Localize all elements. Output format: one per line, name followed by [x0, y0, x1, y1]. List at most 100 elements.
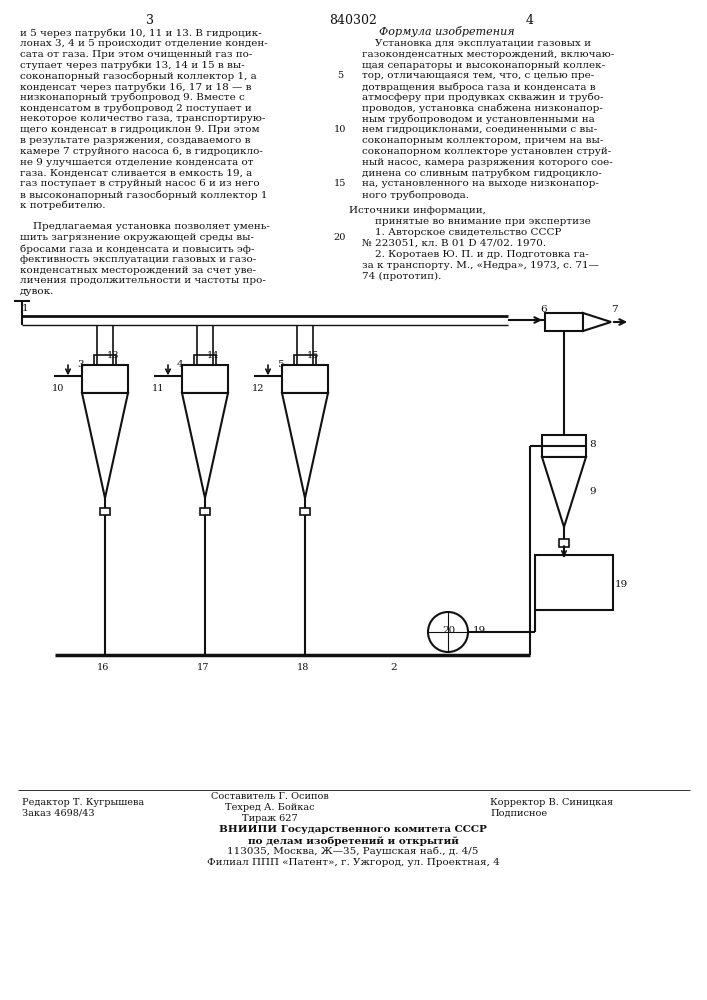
Text: 2: 2	[390, 663, 397, 672]
Text: 14: 14	[207, 351, 219, 360]
Text: 1: 1	[22, 304, 28, 313]
Text: 20: 20	[442, 626, 455, 635]
Text: Филиал ППП «Патент», г. Ужгород, ул. Проектная, 4: Филиал ППП «Патент», г. Ужгород, ул. Про…	[206, 858, 499, 867]
Text: к потребителю.: к потребителю.	[20, 201, 105, 210]
Text: нем гидроциклонами, соединенными с вы-: нем гидроциклонами, соединенными с вы-	[362, 125, 597, 134]
Text: Корректор В. Синицкая: Корректор В. Синицкая	[490, 798, 613, 807]
Text: ного трубопровода.: ного трубопровода.	[362, 190, 469, 200]
Text: в результате разряжения, создаваемого в: в результате разряжения, создаваемого в	[20, 136, 250, 145]
Text: Подписное: Подписное	[490, 809, 547, 818]
Text: Установка для эксплуатации газовых и: Установка для эксплуатации газовых и	[362, 39, 591, 48]
Text: некоторое количество газа, транспортирую-: некоторое количество газа, транспортирую…	[20, 114, 265, 123]
Text: 1. Авторское свидетельство СССР: 1. Авторское свидетельство СССР	[362, 228, 561, 237]
Text: 5: 5	[277, 360, 284, 369]
Text: лонах 3, 4 и 5 происходит отделение конден-: лонах 3, 4 и 5 происходит отделение конд…	[20, 39, 268, 48]
Text: 3: 3	[146, 14, 154, 27]
Polygon shape	[542, 457, 586, 527]
Bar	[100, 508, 110, 515]
Text: 4: 4	[526, 14, 534, 27]
Text: газа. Конденсат сливается в емкость 19, а: газа. Конденсат сливается в емкость 19, …	[20, 168, 252, 177]
Bar	[200, 508, 210, 515]
Text: 9: 9	[589, 487, 595, 496]
Text: Заказ 4698/43: Заказ 4698/43	[22, 809, 95, 818]
Text: 13: 13	[107, 351, 119, 360]
Text: Тираж 627: Тираж 627	[242, 814, 298, 823]
Text: тор, отличающаяся тем, что, с целью пре-: тор, отличающаяся тем, что, с целью пре-	[362, 71, 595, 80]
Polygon shape	[82, 393, 128, 498]
Text: камере 7 струйного насоса 6, в гидроцикло-: камере 7 струйного насоса 6, в гидроцикл…	[20, 147, 263, 156]
Text: 2. Коротаев Ю. П. и др. Подготовка га-: 2. Коротаев Ю. П. и др. Подготовка га-	[362, 250, 589, 259]
Text: Редактор Т. Кугрышева: Редактор Т. Кугрышева	[22, 798, 144, 807]
Text: 11: 11	[152, 384, 165, 393]
Bar	[559, 539, 569, 547]
Text: 16: 16	[97, 663, 110, 672]
Text: 3: 3	[77, 360, 83, 369]
Text: по делам изобретений и открытий: по делам изобретений и открытий	[247, 836, 458, 846]
Text: принятые во внимание при экспертизе: принятые во внимание при экспертизе	[362, 217, 591, 226]
Text: соконапорном коллекторе установлен струй-: соконапорном коллекторе установлен струй…	[362, 147, 612, 156]
Text: 8: 8	[589, 440, 595, 449]
Text: 113035, Москва, Ж—35, Раушская наб., д. 4/5: 113035, Москва, Ж—35, Раушская наб., д. …	[228, 847, 479, 856]
Text: в высоконапорный газосборный коллектор 1: в высоконапорный газосборный коллектор 1	[20, 190, 267, 200]
Text: конденсатом в трубопровод 2 поступает и: конденсатом в трубопровод 2 поступает и	[20, 104, 252, 113]
Text: соконапорный газосборный коллектор 1, а: соконапорный газосборный коллектор 1, а	[20, 71, 257, 81]
Text: 74 (прототип).: 74 (прототип).	[362, 272, 441, 281]
Text: 19: 19	[473, 626, 486, 635]
Text: за к транспорту. М., «Недра», 1973, с. 71—: за к транспорту. М., «Недра», 1973, с. 7…	[362, 261, 599, 270]
Text: Предлагаемая установка позволяет умень-: Предлагаемая установка позволяет умень-	[20, 222, 270, 231]
Text: бросами газа и конденсата и повысить эф-: бросами газа и конденсата и повысить эф-	[20, 244, 255, 253]
Text: дувок.: дувок.	[20, 287, 54, 296]
Text: на, установленного на выходе низконапор-: на, установленного на выходе низконапор-	[362, 179, 599, 188]
Text: Источники информации,: Источники информации,	[349, 206, 486, 215]
Text: фективность эксплуатации газовых и газо-: фективность эксплуатации газовых и газо-	[20, 255, 256, 264]
Bar	[300, 508, 310, 515]
Polygon shape	[282, 393, 328, 498]
Text: 20: 20	[334, 233, 346, 242]
Text: конденсатных месторождений за счет уве-: конденсатных месторождений за счет уве-	[20, 266, 256, 275]
Text: соконапорным коллектором, причем на вы-: соконапорным коллектором, причем на вы-	[362, 136, 603, 145]
Bar	[535, 555, 613, 610]
Polygon shape	[583, 313, 611, 331]
Text: 15: 15	[334, 179, 346, 188]
Bar	[542, 435, 586, 457]
Text: сата от газа. При этом очищенный газ по-: сата от газа. При этом очищенный газ по-	[20, 50, 252, 59]
Text: 4: 4	[177, 360, 184, 369]
Bar	[194, 355, 216, 365]
Text: 19: 19	[615, 580, 629, 589]
Text: щая сепараторы и высоконапорный коллек-: щая сепараторы и высоконапорный коллек-	[362, 61, 605, 70]
Text: 15: 15	[307, 351, 320, 360]
Text: ным трубопроводом и установленными на: ным трубопроводом и установленными на	[362, 115, 595, 124]
Text: динена со сливным патрубком гидроцикло-: динена со сливным патрубком гидроцикло-	[362, 169, 602, 178]
Text: 5: 5	[337, 71, 343, 80]
Text: ступает через патрубки 13, 14 и 15 в вы-: ступает через патрубки 13, 14 и 15 в вы-	[20, 60, 245, 70]
Bar	[82, 365, 128, 393]
Text: Техред А. Бойкас: Техред А. Бойкас	[226, 803, 315, 812]
Bar	[545, 313, 583, 331]
Text: и 5 через патрубки 10, 11 и 13. В гидроцик-: и 5 через патрубки 10, 11 и 13. В гидроц…	[20, 28, 262, 37]
Text: проводов, установка снабжена низконапор-: проводов, установка снабжена низконапор-	[362, 104, 603, 113]
Bar	[182, 365, 228, 393]
Text: 17: 17	[197, 663, 209, 672]
Text: 18: 18	[297, 663, 310, 672]
Text: 10: 10	[334, 125, 346, 134]
Bar	[94, 355, 116, 365]
Text: щего конденсат в гидроциклон 9. При этом: щего конденсат в гидроциклон 9. При этом	[20, 125, 259, 134]
Text: низконапорный трубопровод 9. Вместе с: низконапорный трубопровод 9. Вместе с	[20, 93, 245, 102]
Text: Формула изобретения: Формула изобретения	[379, 26, 515, 37]
Text: Составитель Г. Осипов: Составитель Г. Осипов	[211, 792, 329, 801]
Polygon shape	[182, 393, 228, 498]
Text: 6: 6	[540, 305, 547, 314]
Bar	[282, 365, 328, 393]
Text: не 9 улучшается отделение конденсата от: не 9 улучшается отделение конденсата от	[20, 158, 254, 167]
Text: дотвращения выброса газа и конденсата в: дотвращения выброса газа и конденсата в	[362, 82, 595, 92]
Text: 10: 10	[52, 384, 64, 393]
Text: шить загрязнение окружающей среды вы-: шить загрязнение окружающей среды вы-	[20, 233, 254, 242]
Text: атмосферу при продувках скважин и трубо-: атмосферу при продувках скважин и трубо-	[362, 93, 604, 103]
Text: № 223051, кл. В 01 D 47/02. 1970.: № 223051, кл. В 01 D 47/02. 1970.	[362, 239, 546, 248]
Circle shape	[428, 612, 468, 652]
Text: газ поступает в струйный насос 6 и из него: газ поступает в струйный насос 6 и из не…	[20, 179, 259, 188]
Text: 840302: 840302	[329, 14, 377, 27]
Text: ный насос, камера разряжения которого сое-: ный насос, камера разряжения которого со…	[362, 158, 613, 167]
Text: ВНИИПИ Государственного комитета СССР: ВНИИПИ Государственного комитета СССР	[219, 825, 487, 834]
Text: конденсат через патрубки 16, 17 и 18 — в: конденсат через патрубки 16, 17 и 18 — в	[20, 82, 252, 92]
